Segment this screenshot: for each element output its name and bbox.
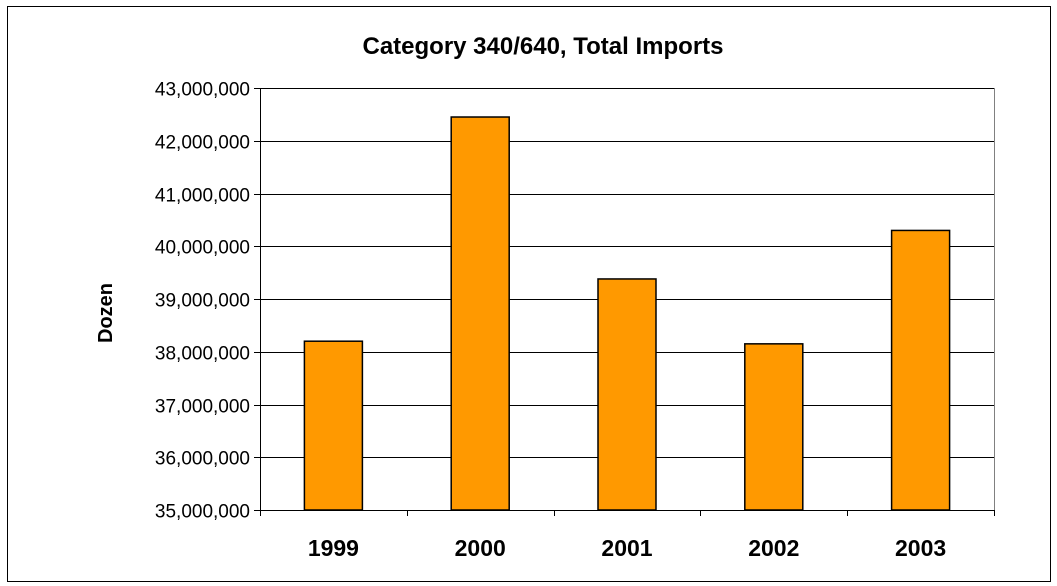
bar-2001 [597,278,657,511]
y-tick-label: 41,000,000 [155,186,250,207]
x-tick-labels: 1999 2000 2001 2002 2003 [308,535,946,561]
bar-2002 [744,343,804,511]
y-tick-label: 39,000,000 [155,291,250,312]
bars [303,116,951,511]
axes [254,88,995,516]
y-tick-label: 40,000,000 [155,238,250,259]
y-tick-labels: 35,000,000 36,000,000 37,000,000 38,000,000… [155,80,250,523]
y-tick-label: 42,000,000 [155,133,250,154]
bar-2003 [890,229,951,511]
y-tick-label: 38,000,000 [155,344,250,365]
x-tick-label: 2002 [748,535,799,561]
x-tick-label: 2001 [601,535,652,561]
bar-2000 [450,116,510,511]
chart-title: Category 340/640, Total Imports [362,33,723,60]
x-tick-label: 1999 [308,535,359,561]
gridlines [260,88,994,458]
y-tick-label: 36,000,000 [155,449,250,470]
x-tick-label: 2000 [455,535,506,561]
y-tick-label: 43,000,000 [155,80,250,101]
x-tick-label: 2003 [895,535,946,561]
y-tick-label: 35,000,000 [155,502,250,523]
y-tick-label: 37,000,000 [155,397,250,418]
y-axis-label: Dozen [95,283,117,343]
bar-1999 [303,340,364,511]
chart-frame [7,6,1051,582]
